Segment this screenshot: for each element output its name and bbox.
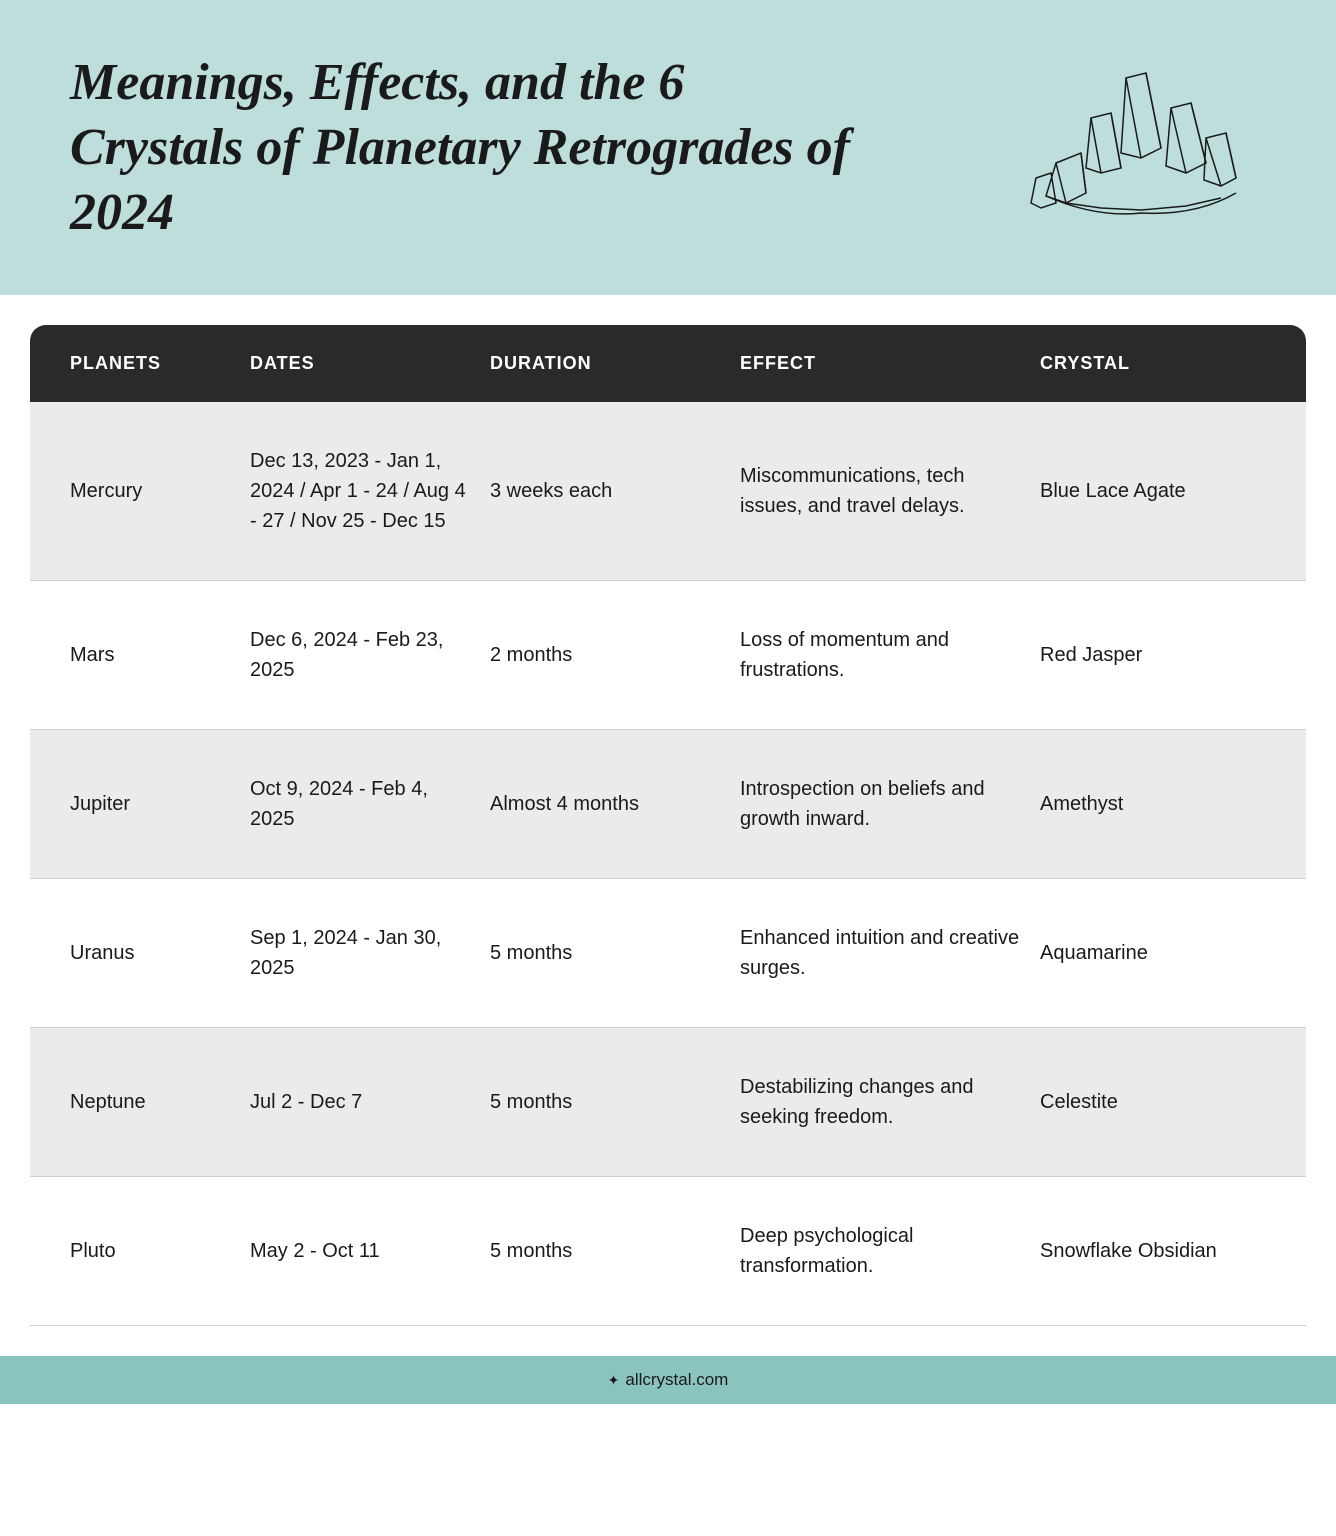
cell-duration: 5 months: [490, 938, 720, 968]
cell-dates: Sep 1, 2024 - Jan 30, 2025: [250, 923, 470, 983]
cell-dates: May 2 - Oct 11: [250, 1236, 470, 1266]
cell-planet: Neptune: [70, 1087, 230, 1117]
cell-crystal: Amethyst: [1040, 789, 1266, 819]
table-header-row: PLANETS DATES DURATION EFFECT CRYSTAL: [30, 325, 1306, 402]
table-row: Mars Dec 6, 2024 - Feb 23, 2025 2 months Lo…: [30, 581, 1306, 730]
cell-planet: Jupiter: [70, 789, 230, 819]
cell-planet: Mercury: [70, 476, 230, 506]
sparkle-icon: ✦: [608, 1372, 620, 1389]
cell-crystal: Snowflake Obsidian: [1040, 1236, 1266, 1266]
table-row: Mercury Dec 13, 2023 - Jan 1, 2024 / Apr …: [30, 402, 1306, 581]
cell-effect: Deep psychological transformation.: [740, 1221, 1020, 1281]
cell-crystal: Aquamarine: [1040, 938, 1266, 968]
cell-crystal: Celestite: [1040, 1087, 1266, 1117]
cell-dates: Dec 6, 2024 - Feb 23, 2025: [250, 625, 470, 685]
page-title: Meanings, Effects, and the 6 Crystals of…: [70, 50, 870, 245]
cell-dates: Dec 13, 2023 - Jan 1, 2024 / Apr 1 - 24 …: [250, 446, 470, 536]
cell-duration: 2 months: [490, 640, 720, 670]
column-header-crystal: CRYSTAL: [1040, 353, 1266, 374]
page-header: Meanings, Effects, and the 6 Crystals of…: [0, 0, 1336, 295]
table-row: Neptune Jul 2 - Dec 7 5 months Destabilizin…: [30, 1028, 1306, 1177]
column-header-dates: DATES: [250, 353, 470, 374]
cell-effect: Destabilizing changes and seeking freedo…: [740, 1072, 1020, 1132]
cell-planet: Mars: [70, 640, 230, 670]
cell-duration: 5 months: [490, 1087, 720, 1117]
cell-duration: Almost 4 months: [490, 789, 720, 819]
page-footer: ✦ allcrystal.com: [0, 1356, 1336, 1404]
cell-effect: Miscommunications, tech issues, and trav…: [740, 461, 1020, 521]
content-area: PLANETS DATES DURATION EFFECT CRYSTAL Me…: [0, 295, 1336, 1326]
column-header-effect: EFFECT: [740, 353, 1020, 374]
cell-effect: Loss of momentum and frustrations.: [740, 625, 1020, 685]
cell-duration: 3 weeks each: [490, 476, 720, 506]
table-row: Jupiter Oct 9, 2024 - Feb 4, 2025 Almost 4…: [30, 730, 1306, 879]
table-row: Pluto May 2 - Oct 11 5 months Deep psycholo…: [30, 1177, 1306, 1326]
footer-text: allcrystal.com: [625, 1370, 728, 1390]
retrograde-table: PLANETS DATES DURATION EFFECT CRYSTAL Me…: [30, 325, 1306, 1326]
column-header-duration: DURATION: [490, 353, 720, 374]
table-row: Uranus Sep 1, 2024 - Jan 30, 2025 5 months…: [30, 879, 1306, 1028]
cell-effect: Enhanced intuition and creative surges.: [740, 923, 1020, 983]
cell-effect: Introspection on beliefs and growth inwa…: [740, 774, 1020, 834]
cell-dates: Jul 2 - Dec 7: [250, 1087, 470, 1117]
cell-planet: Pluto: [70, 1236, 230, 1266]
crystal-icon: [996, 58, 1276, 238]
column-header-planets: PLANETS: [70, 353, 230, 374]
cell-crystal: Blue Lace Agate: [1040, 476, 1266, 506]
table-body: Mercury Dec 13, 2023 - Jan 1, 2024 / Apr …: [30, 402, 1306, 1326]
cell-dates: Oct 9, 2024 - Feb 4, 2025: [250, 774, 470, 834]
cell-duration: 5 months: [490, 1236, 720, 1266]
cell-planet: Uranus: [70, 938, 230, 968]
cell-crystal: Red Jasper: [1040, 640, 1266, 670]
